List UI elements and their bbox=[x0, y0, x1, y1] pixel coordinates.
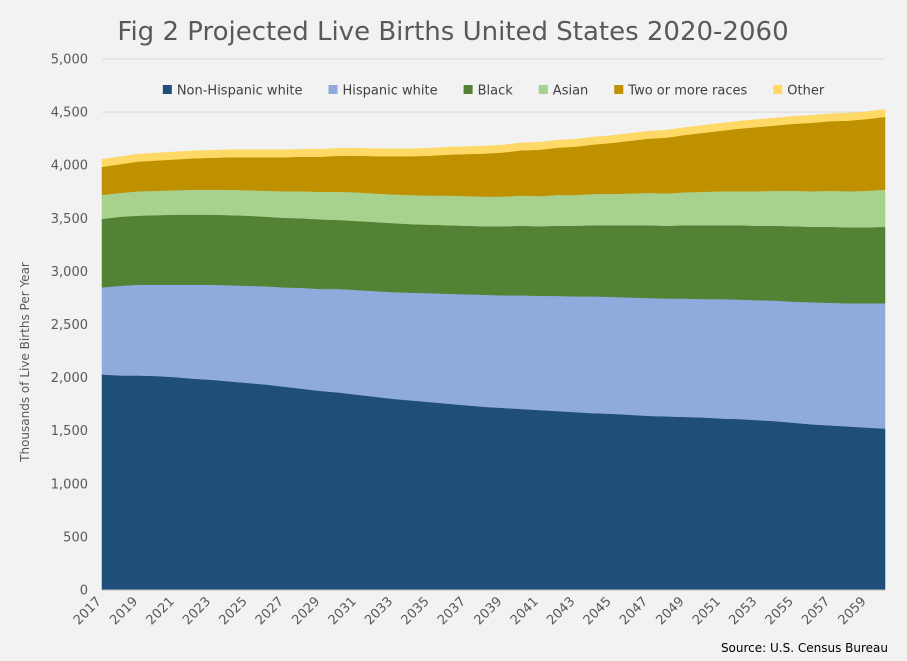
x-tick-label: 2041 bbox=[508, 594, 542, 628]
y-tick-label: 3,000 bbox=[51, 265, 88, 280]
legend-swatch bbox=[773, 85, 783, 94]
y-tick-label: 5,000 bbox=[51, 53, 88, 68]
x-tick-label: 2029 bbox=[289, 594, 323, 628]
source-note: Source: U.S. Census Bureau bbox=[721, 641, 888, 655]
legend-label: Hispanic white bbox=[343, 84, 438, 99]
legend-swatch bbox=[463, 85, 473, 94]
legend-label: Non-Hispanic white bbox=[177, 84, 303, 99]
legend-item: Non-Hispanic white bbox=[162, 84, 303, 99]
x-tick-label: 2023 bbox=[180, 594, 214, 628]
legend-swatch bbox=[614, 85, 624, 94]
y-tick-label: 500 bbox=[63, 530, 88, 545]
legend-swatch bbox=[328, 85, 338, 94]
y-tick-label: 4,500 bbox=[51, 106, 88, 121]
legend-label: Two or more races bbox=[627, 84, 747, 99]
x-tick-label: 2055 bbox=[763, 594, 797, 628]
legend-item: Hispanic white bbox=[328, 84, 438, 99]
x-tick-label: 2039 bbox=[471, 594, 505, 628]
y-tick-label: 0 bbox=[80, 584, 88, 599]
legend: Non-Hispanic white Hispanic white Black Asi… bbox=[162, 84, 825, 99]
y-axis-label: Thousands of Live Births Per Year bbox=[18, 262, 32, 463]
x-tick-label: 2017 bbox=[71, 594, 105, 628]
x-tick-label: 2047 bbox=[617, 594, 651, 628]
y-tick-label: 3,500 bbox=[51, 212, 88, 227]
x-axis-ticks: 2017 2019 2021 2023 2025 2027 2029 2031 2033 2035… bbox=[71, 589, 885, 628]
y-tick-label: 1,000 bbox=[51, 477, 88, 492]
x-tick-label: 2019 bbox=[107, 594, 141, 628]
legend-item: Black bbox=[463, 84, 514, 99]
x-tick-label: 2031 bbox=[326, 594, 360, 628]
x-tick-label: 2057 bbox=[799, 594, 833, 628]
x-tick-label: 2021 bbox=[144, 594, 178, 628]
legend-item: Two or more races bbox=[614, 84, 747, 99]
y-tick-label: 2,500 bbox=[51, 318, 88, 333]
x-tick-label: 2053 bbox=[726, 594, 760, 628]
legend-label: Asian bbox=[553, 84, 588, 99]
x-tick-label: 2045 bbox=[581, 594, 615, 628]
area-series-group bbox=[101, 109, 886, 591]
x-tick-label: 2043 bbox=[544, 594, 578, 628]
legend-label: Black bbox=[478, 84, 514, 99]
x-tick-label: 2049 bbox=[654, 594, 688, 628]
x-tick-label: 2037 bbox=[435, 594, 469, 628]
y-tick-label: 2,000 bbox=[51, 371, 88, 386]
legend-item: Asian bbox=[538, 84, 588, 99]
x-tick-label: 2025 bbox=[216, 594, 250, 628]
legend-swatch bbox=[538, 85, 548, 94]
legend-label: Other bbox=[787, 84, 825, 99]
legend-item: Other bbox=[773, 84, 825, 99]
y-tick-label: 1,500 bbox=[51, 424, 88, 439]
x-tick-label: 2059 bbox=[836, 594, 870, 628]
chart-title: Fig 2 Projected Live Births United State… bbox=[117, 17, 788, 47]
x-tick-label: 2027 bbox=[253, 594, 287, 628]
y-axis-ticks: 0 500 1,000 1,500 2,000 2,500 3,000 3,500 4,000 4… bbox=[51, 53, 88, 599]
y-tick-label: 4,000 bbox=[51, 159, 88, 174]
area-series-other bbox=[101, 109, 886, 168]
x-tick-label: 2033 bbox=[362, 594, 396, 628]
x-tick-label: 2051 bbox=[690, 594, 724, 628]
x-tick-label: 2035 bbox=[399, 594, 433, 628]
legend-swatch bbox=[162, 85, 172, 94]
